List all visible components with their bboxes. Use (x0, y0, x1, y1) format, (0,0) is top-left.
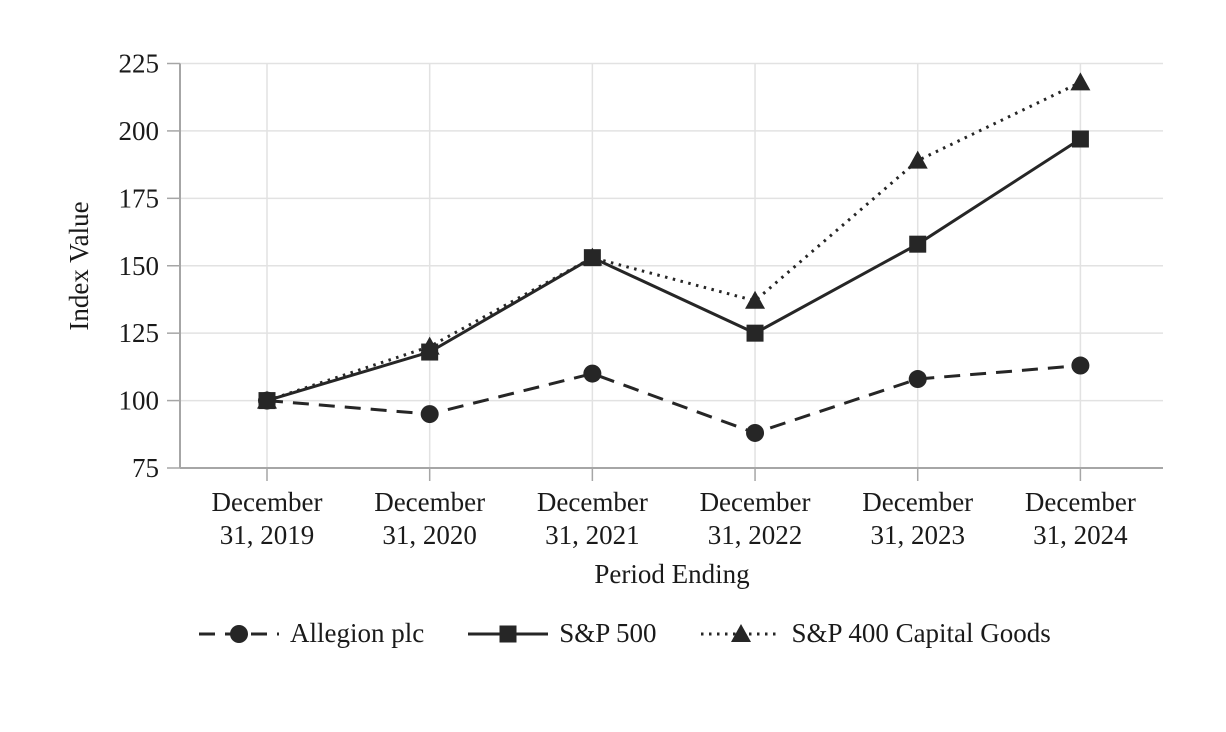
circle-marker (583, 364, 602, 383)
triangle-line-sample-icon (700, 623, 781, 642)
circle-marker (1071, 356, 1090, 375)
x-category-label: December 31, 2021 (537, 487, 648, 550)
chart-legend: Allegion plc S&P 500 S&P 400 Capital Goods (198, 620, 1051, 647)
triangle-marker (1070, 72, 1091, 91)
y-tick-label: 150 (119, 251, 160, 281)
gridlines (180, 62, 1163, 468)
x-category-label: December 31, 2024 (1025, 487, 1136, 550)
circle-marker (420, 405, 439, 424)
y-tick-label: 75 (132, 453, 159, 483)
y-tick-label: 225 (119, 49, 160, 79)
triangle-marker (907, 150, 928, 169)
circle-marker (746, 423, 765, 442)
square-marker (499, 625, 517, 642)
series-s-p-500 (258, 130, 1089, 410)
x-axis-title: Period Ending (594, 559, 749, 589)
legend-label: Allegion plc (290, 618, 425, 648)
y-tick-label: 125 (119, 318, 160, 348)
series-lines (257, 72, 1091, 442)
legend-item-s-p-500: S&P 500 (467, 618, 657, 648)
x-category-label: December 31, 2023 (862, 487, 973, 550)
circle-line-sample-icon (199, 624, 279, 643)
circle-marker (908, 370, 927, 389)
square-marker (746, 324, 764, 342)
triangle-marker (730, 623, 751, 642)
series-s-p-400-capital-goods (257, 72, 1091, 409)
x-category-label: December 31, 2022 (700, 487, 811, 550)
legend-item-s-p-400-capital-goods: S&P 400 Capital Goods (700, 620, 1051, 647)
triangle-marker (745, 290, 766, 309)
axis-tick-labels: 75 100 125 150 175 200 225 December 31, 2019 Dece… (119, 49, 1136, 551)
square-line-sample-icon (468, 625, 549, 642)
square-marker (909, 235, 927, 253)
series-line (266, 364, 1081, 435)
square-marker (1071, 130, 1089, 148)
y-axis-title: Index Value (64, 201, 94, 330)
series-allegion-plc (258, 356, 1090, 442)
legend-label: S&P 400 Capital Goods (791, 618, 1051, 648)
square-marker (258, 392, 276, 410)
x-category-label: December 31, 2019 (212, 487, 323, 550)
series-line (266, 137, 1082, 403)
series-line (266, 81, 1082, 403)
square-marker (583, 249, 601, 267)
x-category-label: December 31, 2020 (374, 487, 485, 550)
circle-marker (230, 624, 248, 643)
axes (167, 62, 1163, 481)
legend-label: S&P 500 (559, 618, 657, 648)
legend-item-allegion-plc: Allegion plc (198, 620, 424, 647)
square-marker (421, 343, 439, 361)
y-tick-label: 200 (119, 116, 160, 146)
y-tick-label: 100 (119, 386, 160, 416)
y-tick-label: 175 (119, 183, 160, 213)
